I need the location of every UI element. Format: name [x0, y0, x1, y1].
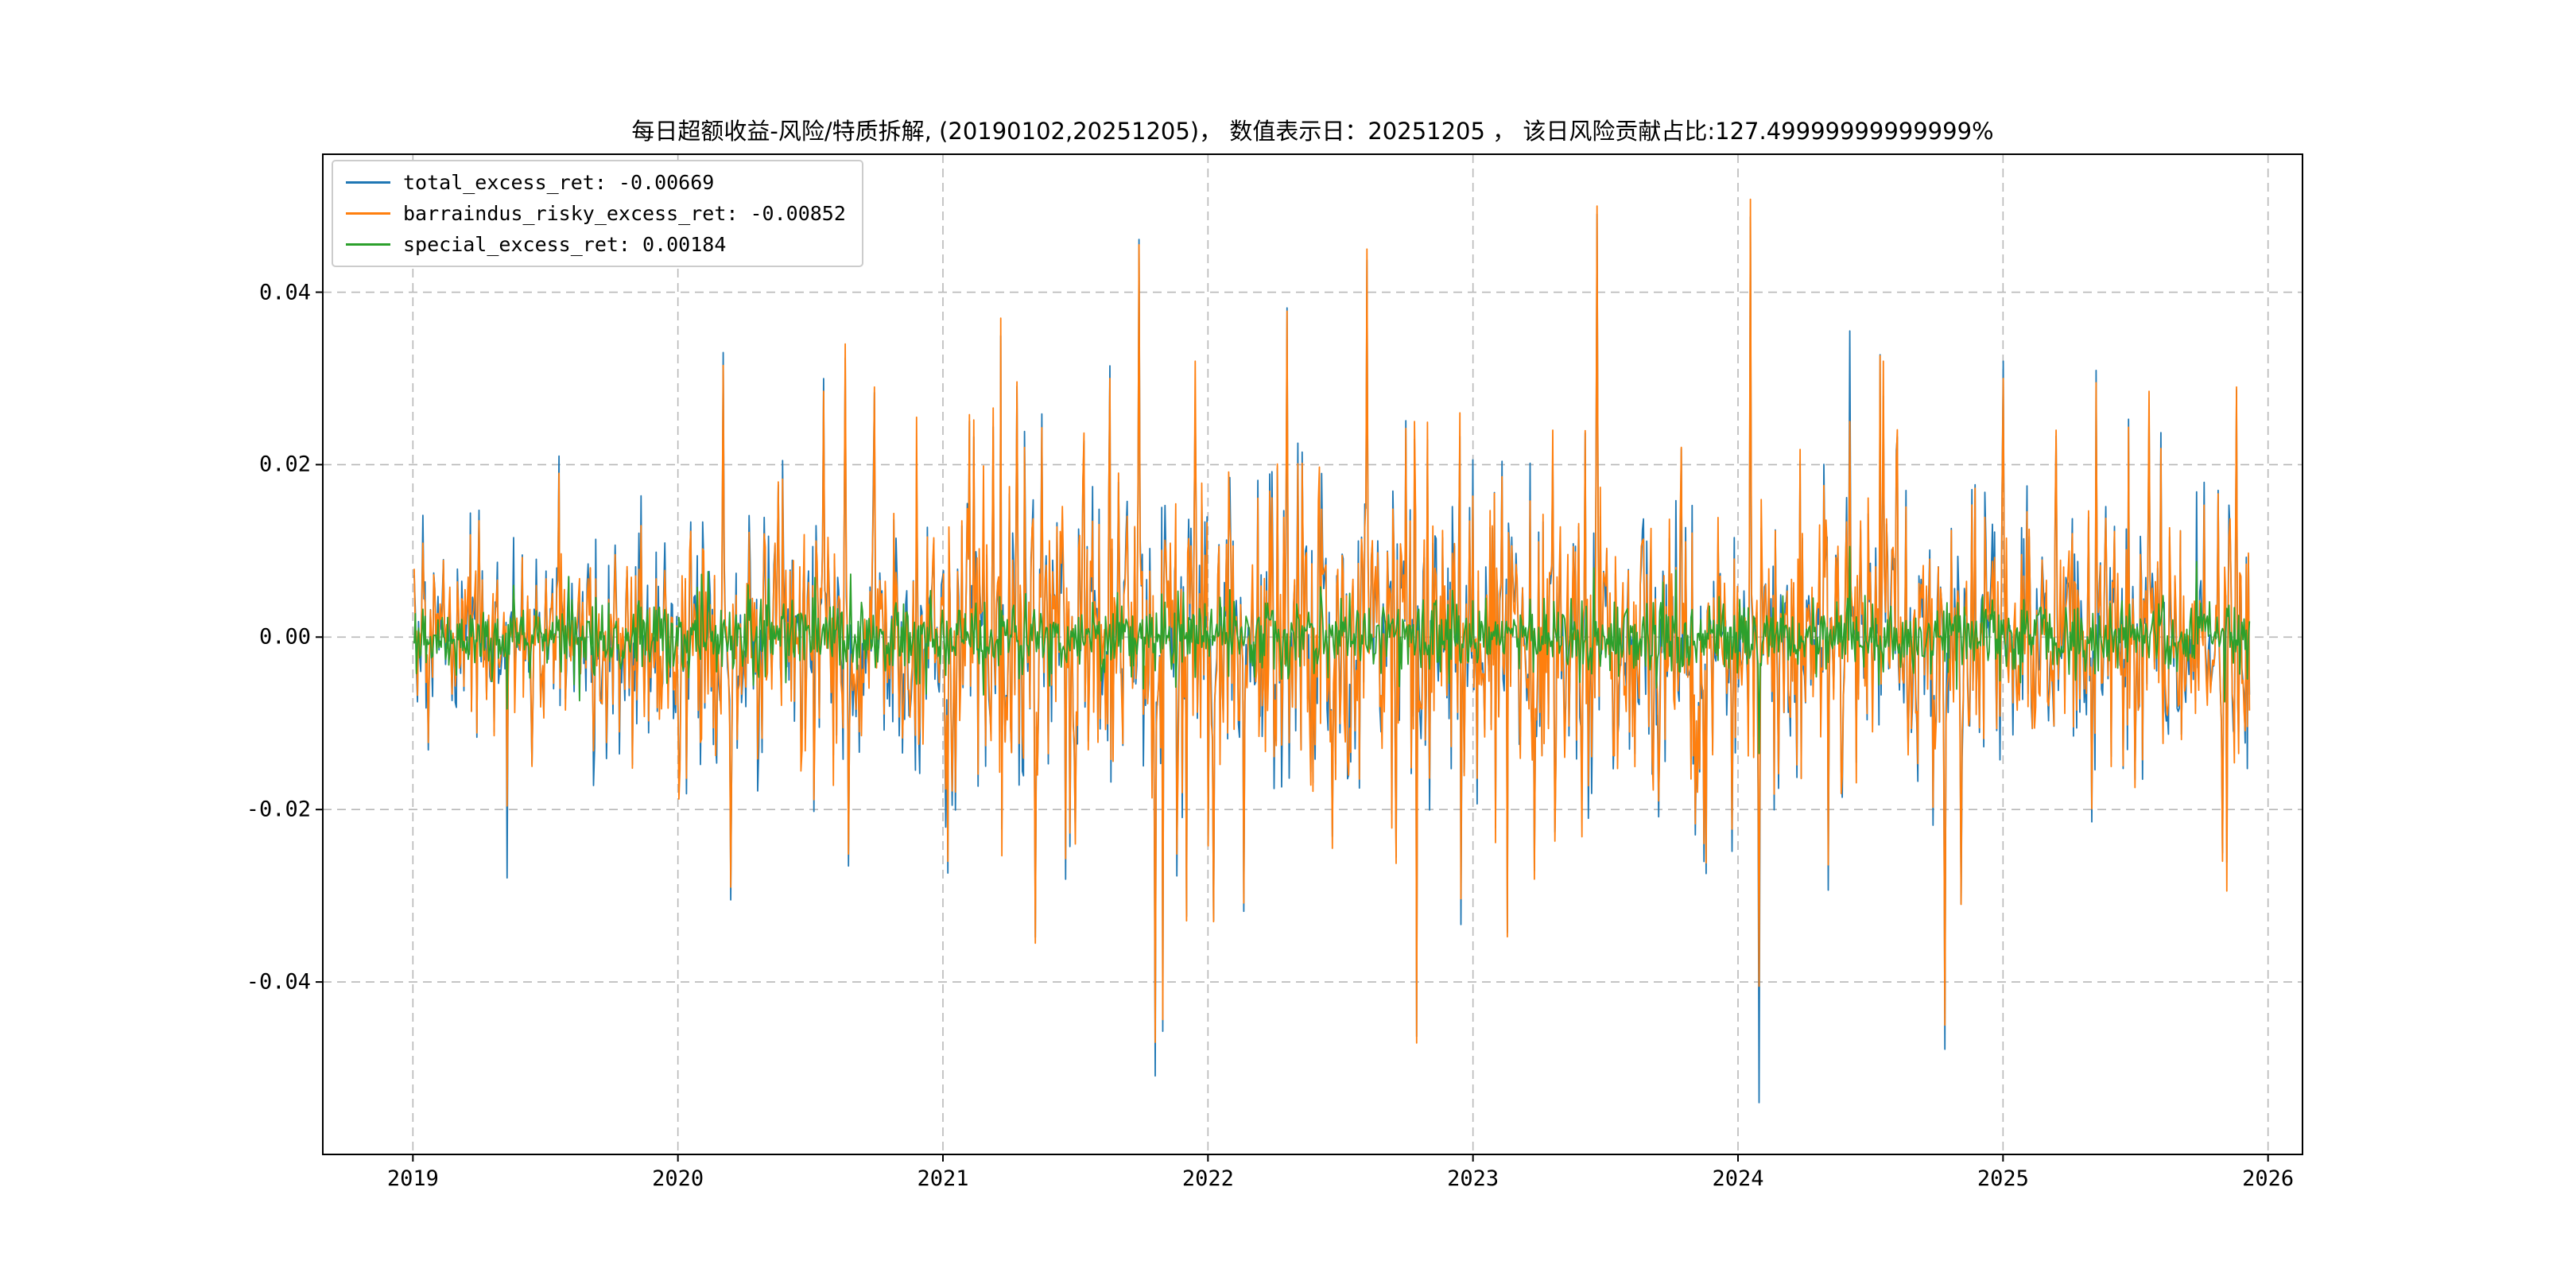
legend-line-swatch-orange — [346, 212, 390, 215]
y-tick-label: -0.04 — [246, 969, 311, 995]
x-tick-label: 2021 — [917, 1166, 969, 1191]
legend-label: special_excess_ret: 0.00184 — [403, 233, 727, 256]
x-tick-label: 2023 — [1447, 1166, 1499, 1191]
series-line-barraindus_risky_excess_ret — [413, 198, 2251, 1044]
y-tick-label: 0.04 — [258, 280, 311, 305]
legend-label: total_excess_ret: -0.00669 — [403, 171, 715, 194]
legend-item-total-excess-ret: total_excess_ret: -0.00669 — [346, 171, 846, 194]
series-line-special_excess_ret — [413, 545, 2251, 755]
y-tick-label: -0.02 — [246, 797, 311, 822]
tick-marks — [316, 291, 2269, 1162]
plot-border — [322, 153, 2303, 1155]
legend-line-swatch-blue — [346, 181, 390, 184]
legend-item-special-excess-ret: special_excess_ret: 0.00184 — [346, 233, 846, 256]
legend-label: barraindus_risky_excess_ret: -0.00852 — [403, 202, 846, 225]
x-tick-label: 2019 — [386, 1166, 439, 1191]
x-tick-label: 2024 — [1712, 1166, 1764, 1191]
legend: total_excess_ret: -0.00669 barraindus_ri… — [332, 160, 863, 267]
chart-title: 每日超额收益-风险/特质拆解, (20190102,20251205)， 数值表… — [631, 118, 1994, 145]
legend-item-barraindus-risky-excess-ret: barraindus_risky_excess_ret: -0.00852 — [346, 202, 846, 225]
x-tick-label: 2020 — [652, 1166, 704, 1191]
y-tick-label: 0.02 — [258, 452, 311, 477]
x-tick-label: 2026 — [2242, 1166, 2295, 1191]
x-tick-label: 2025 — [1977, 1166, 2029, 1191]
y-tick-label: 0.00 — [258, 624, 311, 650]
x-tick-label: 2022 — [1181, 1166, 1234, 1191]
legend-line-swatch-green — [346, 243, 390, 246]
